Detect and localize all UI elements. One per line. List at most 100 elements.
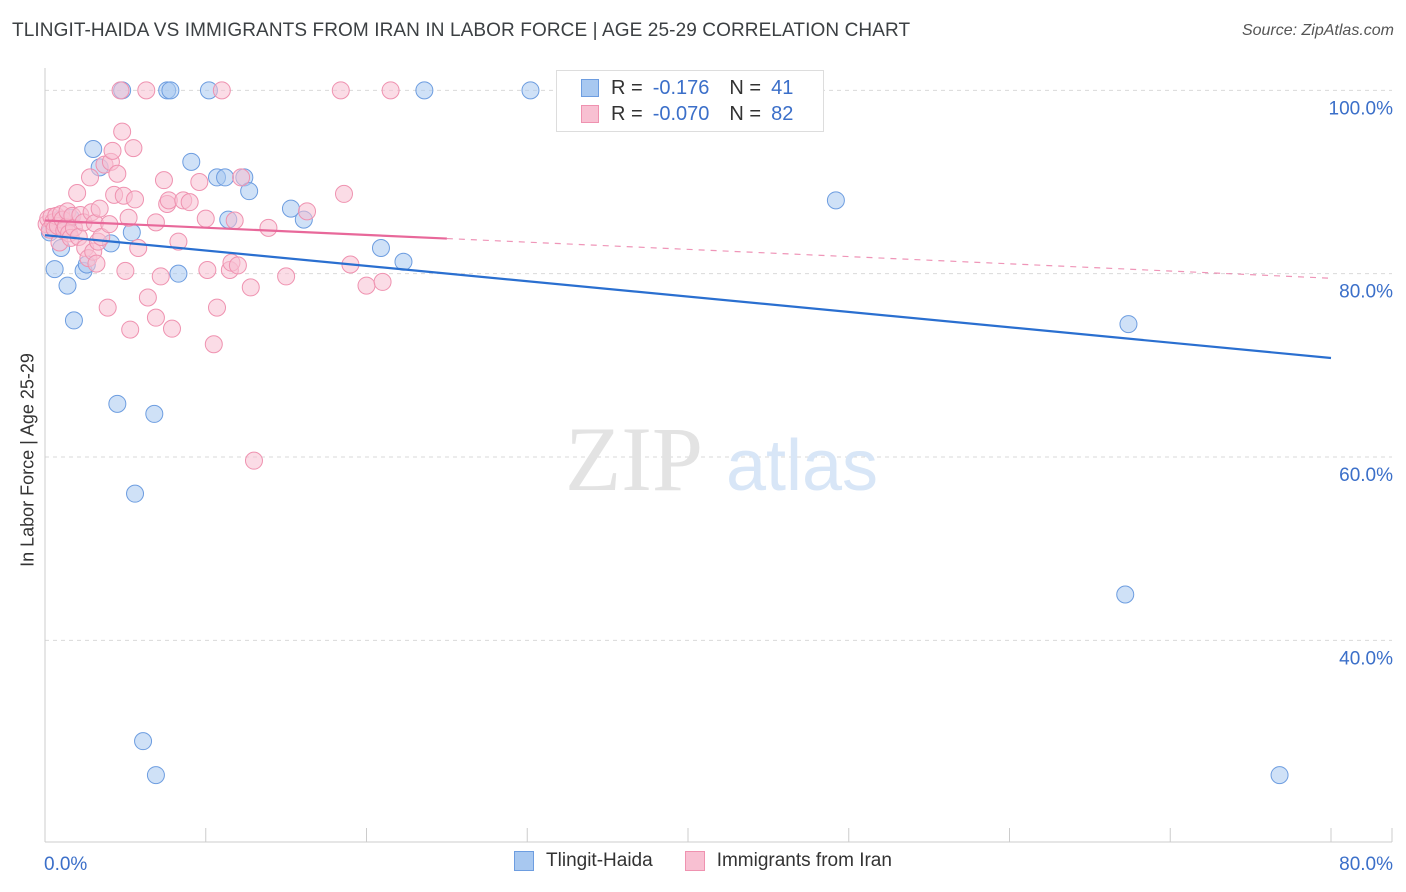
point-immigrants-iran xyxy=(146,213,165,232)
point-immigrants-iran xyxy=(208,298,227,317)
point-immigrants-iran xyxy=(225,211,244,230)
point-immigrants-iran xyxy=(334,184,353,203)
point-immigrants-iran xyxy=(212,81,231,100)
point-tlingit-haida xyxy=(134,732,153,751)
point-immigrants-iran xyxy=(129,239,148,257)
y-tick-label: 40.0% xyxy=(1339,648,1393,669)
point-tlingit-haida xyxy=(415,81,434,100)
series-legend: Tlingit-Haida Immigrants from Iran xyxy=(0,850,1406,872)
legend-r-value: -0.070 xyxy=(652,102,710,125)
watermark-atlas: atlas xyxy=(726,426,878,506)
point-immigrants-iran xyxy=(373,272,392,291)
series-legend-iran: Immigrants from Iran xyxy=(684,850,892,872)
point-immigrants-iran xyxy=(151,267,170,286)
point-tlingit-haida xyxy=(1119,315,1138,334)
point-immigrants-iran xyxy=(81,168,100,187)
point-immigrants-iran xyxy=(277,267,296,286)
point-immigrants-iran xyxy=(204,335,223,354)
point-tlingit-haida xyxy=(122,223,141,242)
y-tick-label: 60.0% xyxy=(1339,465,1393,486)
legend-n-label: N = xyxy=(729,76,762,99)
point-immigrants-iran xyxy=(113,122,132,141)
legend-n-value: 82 xyxy=(771,102,794,125)
point-immigrants-iran xyxy=(198,261,217,279)
point-tlingit-haida xyxy=(126,484,145,503)
series-swatch-pink xyxy=(684,851,705,871)
point-immigrants-iran xyxy=(124,139,143,158)
point-immigrants-iran xyxy=(138,288,157,307)
point-tlingit-haida xyxy=(1270,766,1289,785)
point-immigrants-iran xyxy=(180,193,199,212)
legend-r-label: R = xyxy=(611,102,643,125)
legend-n-label: N = xyxy=(729,102,762,125)
point-tlingit-haida xyxy=(84,140,103,158)
point-immigrants-iran xyxy=(87,254,106,273)
point-tlingit-haida xyxy=(182,152,201,171)
series-legend-tlingit: Tlingit-Haida xyxy=(514,850,653,872)
watermark: ZIP atlas xyxy=(565,408,878,510)
correlation-legend: R = -0.176 N = 41 R = -0.070 N = 82 xyxy=(556,70,824,132)
x-tick-label: 80.0% xyxy=(1339,854,1393,875)
point-immigrants-iran xyxy=(169,232,188,251)
legend-r-label: R = xyxy=(611,76,643,99)
point-tlingit-haida xyxy=(45,260,64,279)
legend-swatch-blue xyxy=(581,79,599,97)
trend-line-tlingit-haida xyxy=(44,234,1332,360)
point-tlingit-haida xyxy=(58,276,77,295)
point-immigrants-iran xyxy=(116,261,135,280)
point-tlingit-haida xyxy=(394,252,413,271)
tick-labels: 100.0% 80.0% 60.0% 40.0% 0.0% 80.0% xyxy=(44,98,1393,875)
point-tlingit-haida xyxy=(826,191,845,210)
legend-n-value: 41 xyxy=(771,76,794,99)
point-immigrants-iran xyxy=(68,184,87,202)
point-tlingit-haida xyxy=(240,182,259,201)
point-tlingit-haida xyxy=(145,404,164,423)
point-immigrants-iran xyxy=(298,202,317,221)
point-immigrants-iran xyxy=(190,173,209,191)
point-immigrants-iran xyxy=(111,81,130,100)
watermark-zip: ZIP xyxy=(565,408,703,510)
point-tlingit-haida xyxy=(1116,585,1135,604)
series-label-iran: Immigrants from Iran xyxy=(716,850,892,871)
source-label: Source: ZipAtlas.com xyxy=(1241,22,1394,39)
point-immigrants-iran xyxy=(241,278,260,297)
point-immigrants-iran xyxy=(119,208,138,227)
trend-line-immigrants-iran xyxy=(44,219,447,240)
point-tlingit-haida xyxy=(108,394,127,413)
legend-swatch-pink xyxy=(581,105,599,123)
point-immigrants-iran xyxy=(357,276,376,295)
point-tlingit-haida xyxy=(371,239,390,257)
point-immigrants-iran xyxy=(90,199,109,218)
point-immigrants-iran xyxy=(228,256,247,275)
point-immigrants-iran xyxy=(121,320,140,339)
point-tlingit-haida xyxy=(161,81,180,100)
point-immigrants-iran xyxy=(146,308,165,327)
trend-line-immigrants-iran-extension xyxy=(446,237,1332,279)
point-tlingit-haida xyxy=(146,766,165,785)
point-tlingit-haida xyxy=(521,81,540,100)
point-immigrants-iran xyxy=(126,190,145,209)
point-immigrants-iran xyxy=(162,319,181,338)
point-immigrants-iran xyxy=(108,164,127,183)
point-tlingit-haida xyxy=(216,168,235,187)
point-immigrants-iran xyxy=(137,81,156,100)
point-immigrants-iran xyxy=(196,209,215,228)
point-immigrants-iran xyxy=(244,451,263,470)
chart-title: TLINGIT-HAIDA VS IMMIGRANTS FROM IRAN IN… xyxy=(12,20,911,41)
point-immigrants-iran xyxy=(232,168,251,187)
point-immigrants-iran xyxy=(331,81,350,100)
series-swatch-blue xyxy=(514,851,535,871)
point-immigrants-iran xyxy=(259,218,278,237)
point-tlingit-haida xyxy=(64,311,83,330)
legend-row-iran: R = -0.070 N = 82 xyxy=(581,101,793,127)
legend-r-value: -0.176 xyxy=(652,76,710,99)
trend-lines xyxy=(44,219,1332,360)
point-immigrants-iran xyxy=(98,298,117,317)
point-immigrants-iran xyxy=(103,141,122,160)
point-tlingit-haida xyxy=(169,264,188,283)
axes xyxy=(44,68,1393,843)
point-immigrants-iran xyxy=(154,171,173,190)
x-tick-label: 0.0% xyxy=(44,854,87,875)
series-label-tlingit: Tlingit-Haida xyxy=(546,850,653,871)
